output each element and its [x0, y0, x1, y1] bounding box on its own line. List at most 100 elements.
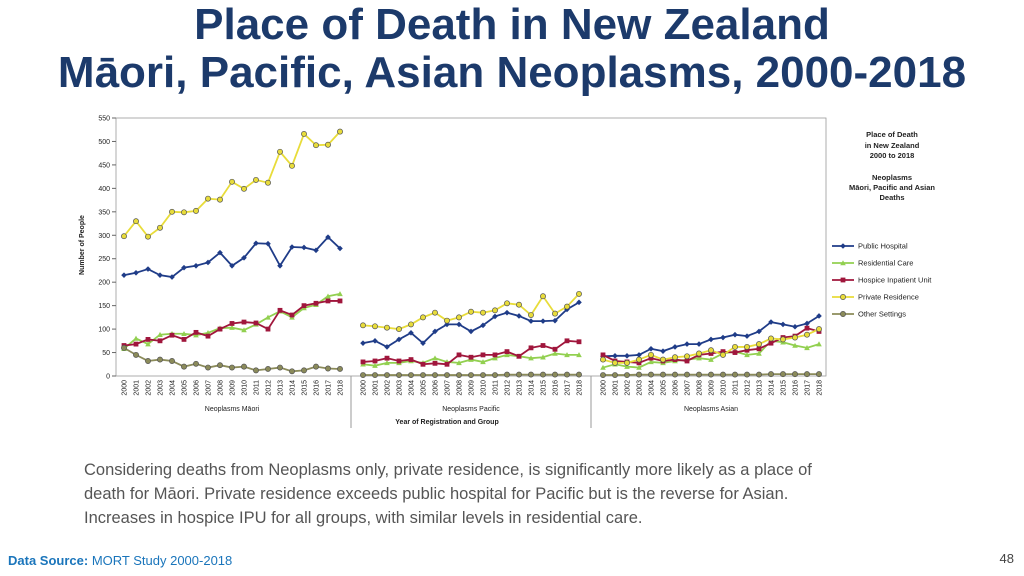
data-point — [169, 208, 175, 215]
data-point — [157, 272, 163, 278]
data-point — [157, 224, 163, 231]
data-point — [648, 371, 654, 378]
data-point — [492, 355, 498, 361]
data-point — [420, 340, 426, 346]
data-point — [528, 355, 534, 361]
data-point — [756, 371, 762, 378]
data-point — [372, 358, 378, 364]
data-point — [636, 360, 642, 366]
x-tick-label: 2002 — [625, 380, 632, 396]
data-point — [768, 335, 774, 342]
data-point — [504, 309, 510, 316]
data-point — [624, 353, 630, 359]
data-point — [816, 341, 822, 347]
data-point — [612, 359, 618, 366]
x-tick-label: 2005 — [421, 380, 428, 396]
data-point — [540, 371, 546, 378]
data-point — [289, 244, 295, 250]
data-point — [636, 364, 642, 370]
data-point — [157, 356, 163, 363]
y-tick-label: 450 — [98, 162, 110, 169]
legend-title: Deaths — [879, 193, 904, 202]
data-point — [528, 312, 534, 318]
x-tick-label: 2015 — [541, 380, 548, 396]
x-tick-label: 2002 — [385, 380, 392, 396]
data-point — [229, 324, 235, 330]
data-point — [420, 372, 426, 379]
data-point — [816, 371, 822, 378]
data-point — [133, 270, 139, 276]
data-point — [133, 341, 139, 347]
y-tick-label: 350 — [98, 209, 110, 216]
data-point — [253, 320, 259, 326]
caption: Considering deaths from Neoplasms only, … — [84, 461, 812, 479]
data-point — [396, 336, 402, 343]
data-point — [372, 372, 378, 379]
data-point — [193, 207, 199, 214]
data-point — [444, 361, 450, 367]
data-point — [289, 162, 295, 169]
data-point — [313, 247, 319, 254]
data-point — [169, 274, 175, 280]
data-point — [756, 341, 762, 348]
data-point — [744, 347, 750, 353]
x-tick-label: 2003 — [637, 380, 644, 396]
x-tick-label: 2012 — [505, 380, 512, 396]
y-tick-label: 500 — [98, 139, 110, 146]
legend-label: Other Settings — [858, 310, 906, 319]
data-point — [217, 249, 223, 256]
data-point — [792, 334, 798, 341]
data-point — [600, 352, 606, 358]
data-point — [277, 262, 283, 269]
data-point — [804, 325, 810, 331]
data-point — [528, 318, 534, 324]
data-point — [241, 363, 247, 370]
data-point — [552, 371, 558, 378]
data-point — [396, 326, 402, 333]
x-tick-label: 2014 — [529, 380, 536, 396]
data-point — [396, 358, 402, 364]
chart-background — [80, 112, 950, 432]
data-point — [432, 372, 438, 379]
data-point — [241, 319, 247, 325]
data-point — [624, 359, 630, 366]
data-point — [420, 314, 426, 321]
data-point — [468, 372, 474, 379]
y-tick-label: 400 — [98, 186, 110, 193]
x-tick-label: 2017 — [326, 380, 333, 396]
x-tick-label: 2010 — [481, 380, 488, 396]
x-tick-label: 2006 — [194, 380, 201, 396]
data-point — [576, 339, 582, 345]
data-point — [684, 353, 690, 360]
data-point — [696, 341, 702, 347]
x-tick-label: 2004 — [409, 380, 416, 396]
x-tick-label: 2003 — [158, 380, 165, 396]
data-point — [325, 234, 331, 240]
data-point — [169, 332, 175, 338]
data-point — [624, 363, 630, 369]
data-point — [804, 371, 810, 378]
data-point — [360, 359, 366, 365]
data-point — [181, 330, 187, 337]
data-point — [636, 352, 642, 358]
x-tick-label: 2001 — [613, 380, 620, 396]
data-point — [612, 372, 618, 379]
data-point — [265, 179, 271, 186]
data-point — [732, 331, 738, 338]
data-point — [372, 323, 378, 330]
page-number: 48 — [999, 551, 1014, 566]
data-point — [384, 344, 390, 350]
legend-title: in New Zealand — [865, 141, 920, 150]
data-point — [277, 364, 283, 371]
data-point — [480, 309, 486, 316]
data-point — [756, 350, 762, 356]
data-point — [792, 342, 798, 348]
x-tick-label: 2002 — [146, 380, 153, 396]
data-point — [277, 148, 283, 155]
data-point — [780, 371, 786, 378]
x-tick-label: 2000 — [361, 380, 368, 396]
data-point — [253, 240, 259, 247]
data-point — [684, 358, 690, 364]
data-point — [720, 349, 726, 355]
data-point — [636, 356, 642, 363]
